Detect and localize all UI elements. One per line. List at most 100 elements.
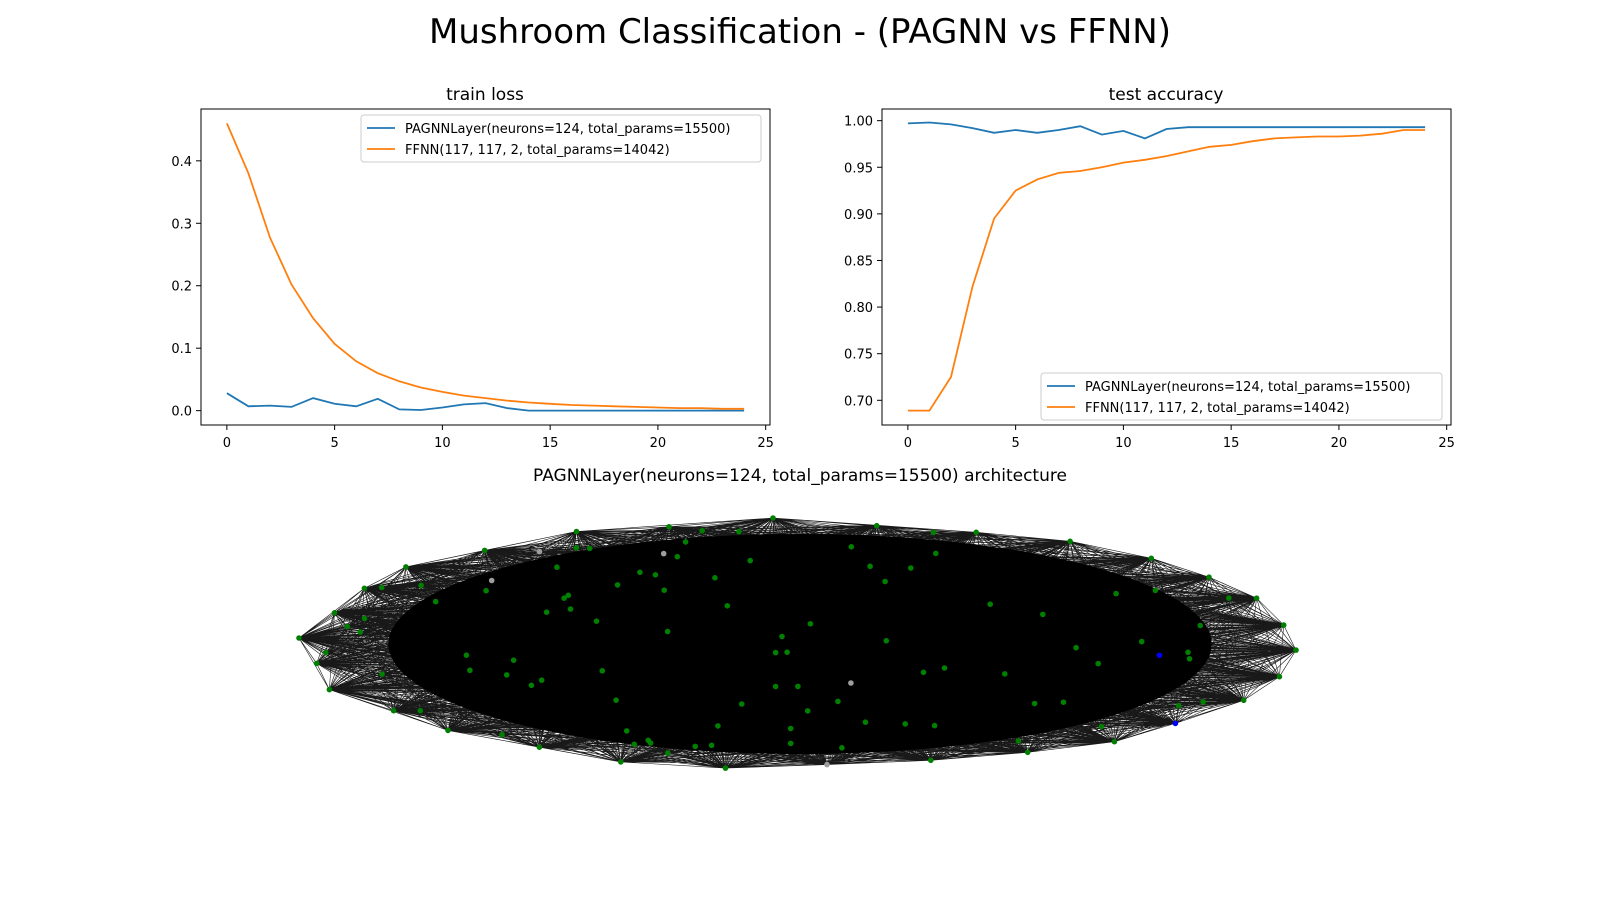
network-node-input (665, 750, 671, 756)
network-node-input (417, 707, 424, 714)
network-node-input (467, 667, 473, 674)
figure-title: Mushroom Classification - (PAGNN vs FFNN… (429, 12, 1171, 52)
train-loss-axes-frame (200, 108, 771, 426)
network-node-input (1152, 587, 1159, 594)
network-node-input (987, 601, 993, 607)
network-node-input (699, 527, 705, 534)
network-node-input (481, 547, 488, 554)
legend-label: FFNN(117, 117, 2, total_params=14042) (405, 143, 670, 158)
legend-box (1040, 372, 1443, 421)
network-node-hidden (660, 550, 667, 557)
network-edges (298, 517, 1297, 769)
network-node-hidden (824, 761, 830, 768)
network-node-input (296, 635, 302, 641)
y-tick-label: 0.0 (171, 405, 192, 420)
network-node-input (867, 563, 873, 570)
network-node-input (567, 606, 574, 612)
x-tick-label: 15 (1223, 436, 1240, 451)
network-node-input (724, 603, 731, 609)
legend-label: FFNN(117, 117, 2, total_params=14042) (1085, 401, 1350, 416)
network-node-hidden (488, 577, 495, 584)
x-tick-label: 15 (542, 436, 559, 451)
network-node-input (941, 665, 948, 671)
y-tick-label: 0.70 (844, 394, 873, 409)
network-node-input (586, 545, 593, 552)
network-node-input (1280, 622, 1287, 628)
x-tick-label: 25 (1438, 436, 1455, 451)
network-node-input (862, 719, 869, 725)
network-node-input (807, 621, 814, 627)
network-node-input (445, 727, 451, 734)
network-node-input (722, 765, 729, 771)
network-node-input (483, 587, 489, 594)
y-tick-label: 0.90 (844, 208, 873, 223)
network-node-input (804, 708, 811, 714)
network-node-input (378, 584, 385, 591)
network-node-input (835, 698, 841, 705)
x-tick-label: 25 (757, 436, 774, 451)
network-node-input (772, 683, 779, 690)
network-node-output (1172, 720, 1179, 727)
y-tick-label: 0.4 (171, 155, 192, 170)
legend-box (360, 114, 762, 163)
network-node-input (787, 740, 794, 747)
ffnn-series-line (907, 129, 1426, 412)
y-tick-label: 1.00 (844, 115, 873, 130)
network-node-input (554, 564, 560, 570)
network-node-input (499, 731, 505, 738)
network-node-input (618, 759, 624, 765)
network-node-input (432, 598, 439, 605)
network-node-input (1276, 673, 1283, 680)
network-node-input (666, 524, 672, 530)
network-node-input (738, 701, 745, 707)
network-node-input (772, 649, 779, 656)
network-node-input (1067, 538, 1073, 545)
network-node-input (973, 529, 979, 536)
network-node-input (882, 578, 888, 585)
network-node-input (1015, 738, 1022, 744)
network-node-input (510, 657, 517, 663)
network-node-input (1002, 671, 1008, 677)
network-node-input (1226, 595, 1232, 601)
network-edge-mass (388, 534, 1212, 754)
train-loss-ticks: 0 5 10 15 20 25 0.0 0.1 0.2 0.3 0.4 (171, 155, 774, 451)
network-node-input (573, 528, 580, 535)
network-node-input (1253, 595, 1260, 601)
network-node-input (631, 741, 638, 748)
network-node-input (708, 742, 715, 749)
network-node-input (902, 721, 908, 727)
network-node-input (883, 638, 890, 644)
network-node-input (1111, 738, 1118, 745)
x-tick-label: 10 (434, 436, 451, 451)
network-node-input (528, 682, 535, 689)
network-node-output (1156, 652, 1163, 659)
network-node-input (661, 587, 667, 593)
x-tick-label: 0 (904, 436, 912, 451)
network-node-hidden (848, 680, 854, 686)
network-node-input (779, 633, 785, 640)
network-node-input (593, 618, 600, 624)
network-node-input (614, 582, 621, 588)
network-node-input (1098, 723, 1105, 730)
network-node-input (787, 725, 794, 732)
network-node-input (543, 609, 550, 615)
network-node-input (1138, 638, 1145, 645)
network-node-input (379, 671, 385, 677)
test-accuracy-ticks: 0 5 10 15 20 25 0.70 0.75 0.80 0.85 0.90 0.95 1.00 (844, 115, 1455, 451)
network-node-input (1240, 697, 1247, 704)
ffnn-series-line (226, 123, 745, 410)
network-node-input (463, 652, 470, 658)
legend-label: PAGNNLayer(neurons=124, total_params=155… (405, 122, 731, 137)
network-node-input (784, 649, 790, 655)
train-loss-chart: train loss 0 5 10 15 20 25 0.0 0.1 0.2 0.3 0.4 PAG… (171, 85, 774, 451)
network-node-input (613, 697, 619, 703)
y-tick-label: 0.2 (171, 280, 192, 295)
legend-label: PAGNNLayer(neurons=124, total_params=155… (1085, 380, 1411, 395)
network-node-input (322, 649, 329, 656)
network-node-input (1060, 699, 1067, 705)
network-node-input (599, 668, 606, 674)
network-node-input (561, 595, 567, 601)
x-tick-label: 5 (330, 436, 338, 451)
network-node-input (747, 557, 753, 564)
network-node-input (331, 610, 338, 616)
